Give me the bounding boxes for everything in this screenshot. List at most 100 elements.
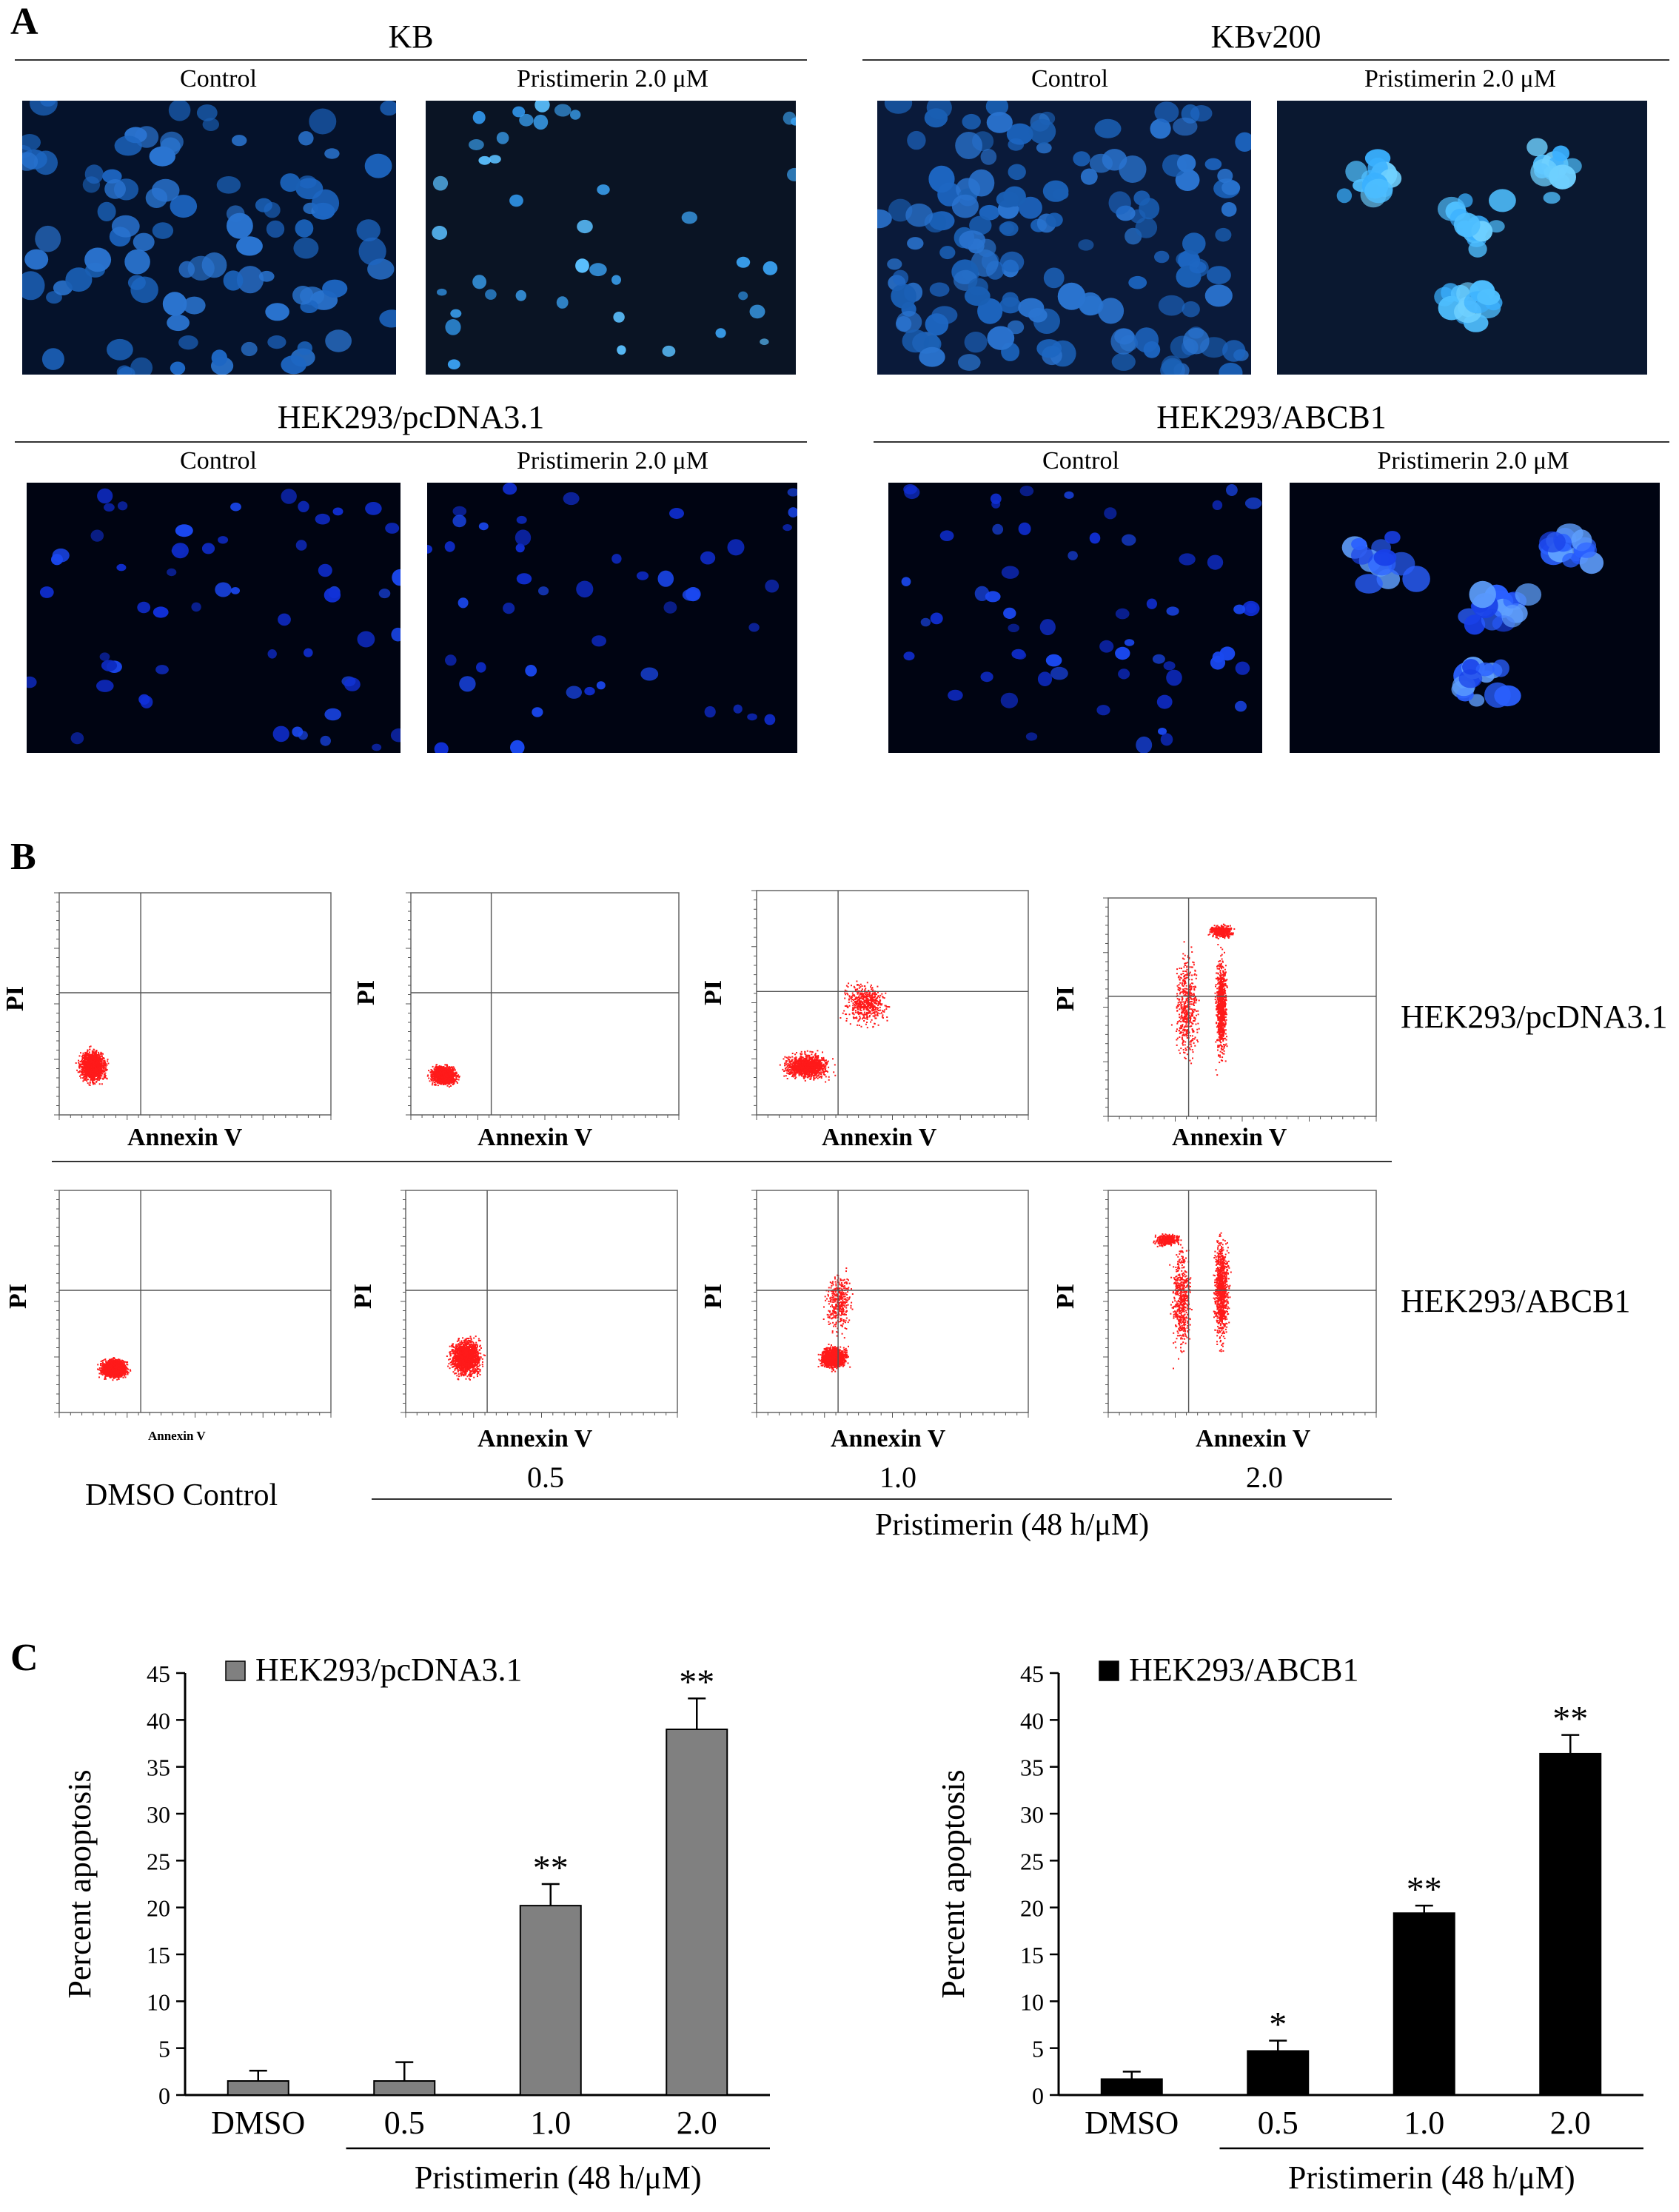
significance-mark: ** [533,1849,569,1888]
label-control: Control [180,65,257,93]
y-axis-label: PI [4,1284,32,1309]
bar [519,1905,582,2096]
dose-label-2.0: 2.0 [1246,1461,1283,1494]
flow-dot-plot [406,892,680,1120]
micrograph-image [1341,523,1604,708]
y-tick-label: 15 [1020,1942,1044,1968]
y-tick-label: 10 [1020,1988,1044,2015]
panel-c-letter: C [10,1637,38,1679]
x-tick-label: 1.0 [530,2105,571,2141]
y-tick-label: 40 [147,1707,170,1734]
flow-plot-abcb1-dmso [52,1184,337,1429]
flow-dot-plot [54,1190,332,1418]
x-axis-label: Annexin V [822,1124,937,1151]
y-tick-label: 35 [1020,1754,1044,1781]
micrograph-image [1336,138,1582,332]
bar-chart-pcdna: 0 5 10 15 20 25 30 35 40 45 Percent apoptosis HEK29… [61,1652,770,2196]
y-tick-label: 0 [158,2082,170,2109]
y-tick-label: 40 [1020,1707,1044,1734]
y-tick-label: 25 [147,1848,170,1874]
micrograph-image [901,484,1262,753]
y-tick-label: 45 [147,1660,170,1687]
y-tick-label: 15 [147,1942,170,1968]
micrograph-image [877,101,1251,375]
label-control: Control [1042,447,1119,475]
x-axis-label: Annexin V [831,1425,946,1452]
flow-dot-plot [1103,1190,1377,1418]
y-tick-label: 35 [147,1754,170,1781]
flow-plot-pcdna-0.5 [403,887,685,1131]
x-axis-label: Annexin V [477,1425,593,1452]
label-treated: Pristimerin 2.0 μM [1377,447,1569,475]
x-tick-label: DMSO [211,2105,305,2141]
legend-swatch [225,1660,246,1681]
x-axis-label: Annexin V [1172,1124,1287,1151]
micrograph-kb-control [22,101,396,375]
y-axis-label: PI [1052,986,1079,1011]
y-axis-label: PI [700,1284,727,1309]
flow-dot-plot [401,1190,678,1418]
divider [874,441,1669,443]
divider [52,1161,1392,1162]
significance-mark: ** [1407,1870,1442,1909]
group-title-kbv200: KBv200 [1210,19,1321,55]
y-tick-label: 20 [1020,1895,1044,1922]
panel-a-letter: A [10,1,38,43]
y-axis-label: Percent apoptosis [61,1769,98,1998]
y-tick-label: 30 [147,1801,170,1828]
dose-label-1.0: 1.0 [879,1461,916,1494]
flow-dot-plot [1103,897,1377,1122]
legend-label: HEK293/ABCB1 [1129,1652,1358,1688]
group-title-hek293-pcdna: HEK293/pcDNA3.1 [277,399,545,435]
x-axis-label: Annexin V [127,1124,243,1151]
dose-label-0.5: 0.5 [527,1461,564,1494]
micrograph-kb-treated [426,101,796,375]
bar [1393,1912,1455,2096]
dmso-control-label: DMSO Control [85,1478,278,1512]
y-tick-label: 5 [1032,2036,1044,2062]
divider [15,59,807,61]
panel-b-letter: B [10,836,36,878]
flow-plot-pcdna-dmso [52,887,337,1131]
x-tick-label: 2.0 [1550,2105,1591,2141]
y-axis-label: PI [1052,1284,1079,1309]
bar [1247,2050,1310,2097]
group-title-kb: KB [388,19,434,55]
y-tick-label: 0 [1032,2082,1044,2109]
x-axis-label: Pristimerin (48 h/μM) [1288,2159,1575,2196]
y-tick-label: 45 [1020,1660,1044,1687]
significance-mark: * [1269,2005,1287,2045]
micrograph-hek-abcb1-control [888,483,1262,753]
label-control: Control [180,447,257,475]
significance-mark: ** [1552,1700,1588,1739]
treatment-label: Pristimerin (48 h/μM) [875,1508,1150,1542]
x-tick-label: 0.5 [1258,2105,1298,2141]
micrograph-kbv200-control [877,101,1251,375]
y-axis-label: PI [352,980,380,1005]
x-tick-label: 0.5 [384,2105,425,2141]
x-tick-label: DMSO [1085,2105,1179,2141]
label-treated: Pristimerin 2.0 μM [516,65,709,93]
micrograph-image [427,483,797,753]
y-axis-label: PI [349,1284,377,1309]
bar [373,2080,436,2096]
x-axis-label: Pristimerin (48 h/μM) [415,2159,702,2196]
significance-mark: ** [679,1663,714,1702]
x-axis-label: Annexin V [148,1429,206,1443]
flow-dot-plot [751,1190,1029,1418]
y-tick-label: 20 [147,1895,170,1922]
bar [1100,2078,1163,2097]
legend-swatch [1099,1660,1119,1681]
group-title-hek293-abcb1: HEK293/ABCB1 [1156,399,1387,435]
flow-plot-abcb1-0.5 [398,1184,683,1429]
label-treated: Pristimerin 2.0 μM [516,447,709,475]
row-label-pcdna: HEK293/pcDNA3.1 [1401,999,1668,1035]
bar [227,2080,289,2096]
label-control: Control [1031,65,1108,93]
x-axis-label: Annexin V [477,1124,593,1151]
micrograph-kbv200-treated [1277,101,1647,375]
divider [15,441,807,443]
micrograph-hek-pcdna-treated [427,483,797,753]
flow-dot-plot [54,892,332,1120]
label-treated: Pristimerin 2.0 μM [1364,65,1557,93]
